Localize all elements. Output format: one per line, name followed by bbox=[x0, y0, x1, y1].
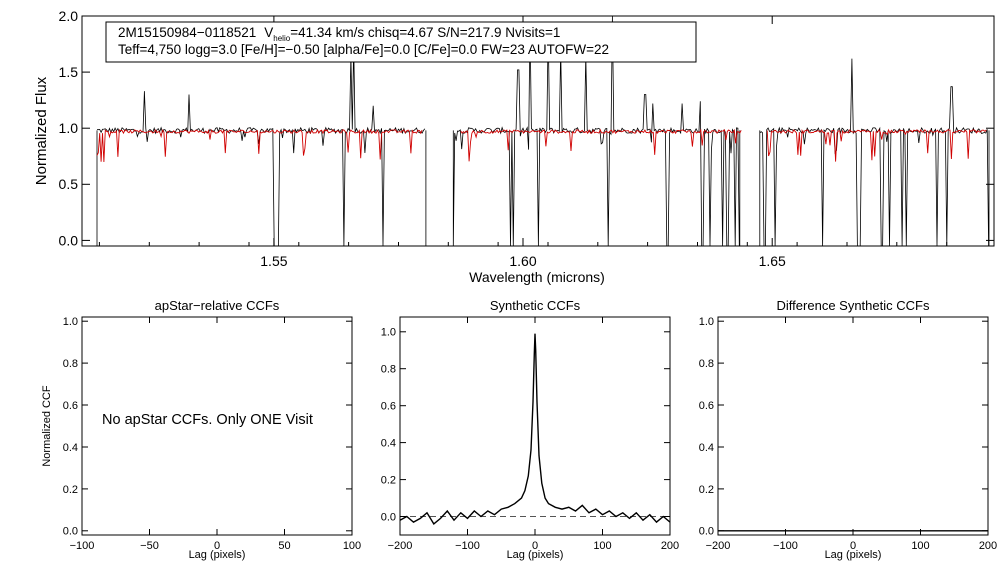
x-tick-label: 200 bbox=[979, 540, 997, 552]
model-spectrum-group bbox=[96, 128, 987, 163]
x-tick-label: −50 bbox=[140, 540, 159, 552]
x-tick-label: 0 bbox=[532, 540, 538, 552]
apstar-ccf-panel: −100 −50 0 50 100 0.0 0.2 0.4 0.6 0.8 1.0 apStar−r… bbox=[41, 298, 361, 561]
spectrum-frame bbox=[81, 15, 995, 247]
y-tick-label: 0.6 bbox=[63, 400, 78, 412]
y-tick-label: 0.4 bbox=[63, 442, 78, 454]
y-tick-label: 1.0 bbox=[59, 120, 79, 136]
y-tick-label: 1.0 bbox=[381, 327, 396, 339]
y-tick-label: 0.8 bbox=[63, 358, 78, 370]
spectrum-axis-ticks: 1.55 1.60 1.65 0.0 0.5 1.0 1.5 2.0 bbox=[59, 8, 994, 269]
y-tick-label: 0.0 bbox=[63, 526, 78, 538]
spectrum-xlabel: Wavelength (microns) bbox=[469, 269, 605, 285]
info-box: 2M15150984−0118521 Vhelio=41.34 km/s chis… bbox=[105, 21, 697, 63]
vhelio-subscript: helio bbox=[273, 34, 290, 43]
y-tick-label: 1.0 bbox=[63, 316, 78, 328]
spectrum-ylabel: Normalized Flux bbox=[33, 76, 50, 185]
star-id: 2M15150984−0118521 bbox=[118, 25, 256, 40]
x-tick-label: 1.55 bbox=[260, 253, 287, 269]
x-tick-label: −100 bbox=[773, 540, 798, 552]
x-tick-label: 50 bbox=[278, 540, 290, 552]
x-tick-label: 0 bbox=[214, 540, 220, 552]
x-tick-label: −200 bbox=[388, 540, 413, 552]
x-tick-label: 100 bbox=[343, 540, 361, 552]
y-tick-label: 0.6 bbox=[381, 401, 396, 413]
y-tick-label: 0.0 bbox=[59, 232, 79, 248]
synthetic-ccf-panel: −200 −100 0 100 200 0.0 0.2 0.4 0.6 0.8 1.0 Synthe… bbox=[381, 298, 679, 561]
difference-ccf-frame bbox=[717, 316, 989, 536]
synthetic-ccf-axis-ticks: −200 −100 0 100 200 0.0 0.2 0.4 0.6 0.8 1.0 bbox=[381, 317, 679, 552]
y-tick-label: 1.5 bbox=[59, 64, 79, 80]
apstar-ccf-xlabel: Lag (pixels) bbox=[189, 549, 246, 561]
ccf-ylabel: Normalized CCF bbox=[41, 385, 53, 467]
y-tick-label: 2.0 bbox=[59, 8, 79, 24]
apstar-ccf-axis-ticks: −100 −50 0 50 100 0.0 0.2 0.4 0.6 0.8 1.0 bbox=[63, 316, 361, 552]
y-tick-label: 0.0 bbox=[699, 526, 714, 538]
x-tick-label: −100 bbox=[70, 540, 95, 552]
difference-ccf-xlabel: Lag (pixels) bbox=[825, 549, 882, 561]
x-tick-label: 100 bbox=[911, 540, 929, 552]
x-tick-label: −100 bbox=[455, 540, 480, 552]
observed-spectrum-group bbox=[96, 15, 990, 247]
info-line-2: Teff=4,750 logg=3.0 [Fe/H]=−0.50 [alpha/… bbox=[118, 42, 609, 57]
x-tick-label: 200 bbox=[661, 540, 679, 552]
y-tick-label: 0.0 bbox=[381, 511, 396, 523]
observed-spectrum-line bbox=[96, 15, 990, 247]
synthetic-ccf-curve bbox=[399, 333, 671, 525]
x-tick-label: −200 bbox=[706, 540, 731, 552]
info-line-1: 2M15150984−0118521 Vhelio=41.34 km/s chis… bbox=[118, 25, 560, 43]
info-box-frame bbox=[105, 21, 697, 63]
y-tick-label: 0.2 bbox=[63, 484, 78, 496]
difference-ccf-panel: −200 −100 0 100 200 0.0 0.2 0.4 0.6 0.8 1.0 Differ… bbox=[699, 298, 997, 561]
vhelio-v: V bbox=[264, 25, 273, 40]
y-tick-label: 1.0 bbox=[699, 316, 714, 328]
x-tick-label: 100 bbox=[593, 540, 611, 552]
synthetic-ccf-title: Synthetic CCFs bbox=[490, 298, 581, 313]
synthetic-ccf-xlabel: Lag (pixels) bbox=[507, 549, 564, 561]
y-tick-label: 0.5 bbox=[59, 176, 79, 192]
synthetic-ccf-frame bbox=[399, 316, 671, 536]
spectrum-panel: 1.55 1.60 1.65 0.0 0.5 1.0 1.5 2.0 Normalized F… bbox=[33, 8, 995, 285]
x-tick-label: 1.60 bbox=[509, 253, 536, 269]
difference-ccf-axis-ticks: −200 −100 0 100 200 0.0 0.2 0.4 0.6 0.8 1.0 bbox=[699, 316, 997, 552]
difference-ccf-title: Difference Synthetic CCFs bbox=[777, 298, 930, 313]
y-tick-label: 0.8 bbox=[699, 358, 714, 370]
y-tick-label: 0.4 bbox=[381, 438, 396, 450]
y-tick-label: 0.2 bbox=[381, 475, 396, 487]
x-tick-label: 1.65 bbox=[759, 253, 786, 269]
apstar-ccf-frame bbox=[81, 316, 353, 536]
info-line-1-values: =41.34 km/s chisq=4.67 S/N=217.9 Nvisits… bbox=[290, 25, 560, 40]
y-tick-label: 0.6 bbox=[699, 400, 714, 412]
y-tick-label: 0.2 bbox=[699, 484, 714, 496]
x-tick-label: 0 bbox=[850, 540, 856, 552]
y-tick-label: 0.4 bbox=[699, 442, 714, 454]
y-tick-label: 0.8 bbox=[381, 364, 396, 376]
no-ccf-message: No apStar CCFs. Only ONE Visit bbox=[102, 412, 313, 428]
model-spectrum-line bbox=[96, 128, 987, 163]
apstar-ccf-title: apStar−relative CCFs bbox=[155, 298, 280, 313]
